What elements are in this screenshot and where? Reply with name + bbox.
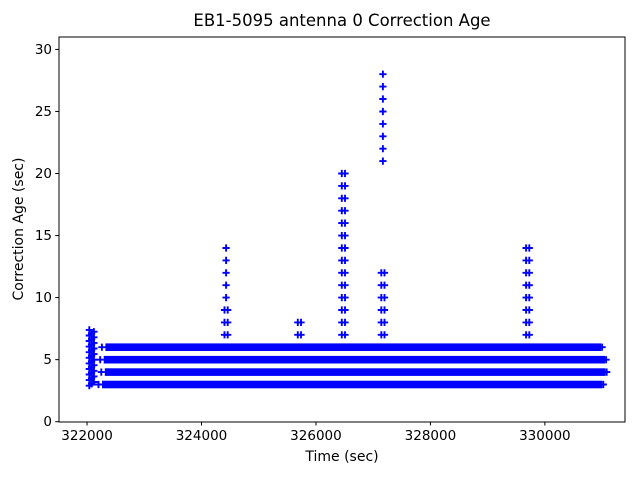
- band-start-marker: [97, 368, 105, 376]
- plus-marker: [525, 244, 533, 252]
- x-tick-label: 326000: [290, 428, 342, 444]
- band-end-marker: [598, 343, 606, 351]
- plus-marker: [341, 194, 349, 202]
- y-axis-label: Correction Age (sec): [11, 158, 27, 301]
- x-tick-label: 322000: [61, 428, 113, 444]
- x-tick-label: 324000: [176, 428, 228, 444]
- band-end-marker: [599, 380, 607, 389]
- band-start-marker: [98, 343, 106, 351]
- band-y4: [104, 368, 606, 376]
- cluster-marker: [90, 328, 98, 336]
- plus-marker: [341, 244, 349, 252]
- spike-marker: [222, 294, 230, 302]
- band-start-marker: [94, 380, 103, 389]
- plus-marker: [341, 207, 349, 215]
- chart-title: EB1-5095 antenna 0 Correction Age: [193, 11, 490, 30]
- y-tick-label: 20: [35, 166, 52, 182]
- plus-marker: [525, 256, 533, 264]
- x-tick-label: 330000: [519, 428, 571, 444]
- spike-marker: [222, 256, 230, 264]
- y-tick-label: 30: [35, 42, 52, 58]
- plus-marker: [380, 318, 389, 326]
- band-y6: [105, 343, 602, 351]
- plus-marker: [380, 294, 389, 302]
- plus-marker: [297, 318, 305, 326]
- x-axis-label: Time (sec): [304, 449, 378, 465]
- plus-marker: [525, 318, 533, 326]
- band-end-marker: [603, 368, 611, 376]
- x-tick-label: 328000: [405, 428, 457, 444]
- plus-marker: [341, 281, 349, 289]
- spike-marker: [379, 70, 387, 78]
- axis-ticks: 322000 324000 326000 328000 330000 0 5 10 15 20 25…: [35, 42, 571, 444]
- plot-border: [58, 36, 626, 423]
- plus-marker: [297, 331, 305, 339]
- cluster-marker: [85, 326, 93, 334]
- band-start-marker: [96, 356, 104, 364]
- plus-marker: [224, 318, 232, 326]
- plus-marker: [525, 306, 533, 314]
- plus-marker: [341, 269, 349, 277]
- plus-marker: [341, 219, 349, 227]
- plus-marker: [525, 281, 533, 289]
- y-tick-label: 10: [35, 290, 52, 306]
- spike-marker: [222, 281, 230, 289]
- spike-marker: [379, 95, 387, 103]
- spike-marker: [222, 269, 230, 277]
- band-end-marker: [602, 356, 610, 364]
- plus-marker: [525, 294, 533, 302]
- spike-marker: [379, 132, 387, 140]
- spike-marker: [222, 244, 230, 252]
- spike-marker: [379, 107, 387, 116]
- plus-marker: [525, 331, 533, 339]
- plus-marker: [224, 306, 232, 314]
- y-tick-label: 15: [35, 228, 52, 244]
- plus-marker: [341, 331, 349, 339]
- spike-marker: [379, 157, 387, 165]
- y-tick-label: 5: [43, 352, 52, 368]
- plus-marker: [341, 294, 349, 302]
- plus-marker: [341, 232, 349, 240]
- spike-marker: [379, 120, 387, 128]
- plus-marker: [380, 269, 389, 277]
- band-y3: [102, 380, 603, 389]
- y-tick-label: 25: [35, 104, 52, 120]
- plus-marker: [341, 318, 349, 326]
- band-y5: [103, 355, 606, 364]
- plus-marker: [341, 306, 349, 314]
- plus-marker: [341, 182, 349, 190]
- y-tick-label: 0: [43, 414, 52, 430]
- plus-marker: [525, 269, 533, 277]
- plus-marker: [380, 281, 389, 289]
- plus-marker: [380, 306, 389, 314]
- plus-marker: [380, 331, 389, 339]
- plus-marker: [224, 331, 232, 339]
- spike-marker: [379, 145, 387, 153]
- plus-marker: [341, 256, 349, 264]
- plus-marker: [341, 169, 349, 178]
- spike-marker: [379, 83, 387, 91]
- plot-content: [85, 70, 611, 390]
